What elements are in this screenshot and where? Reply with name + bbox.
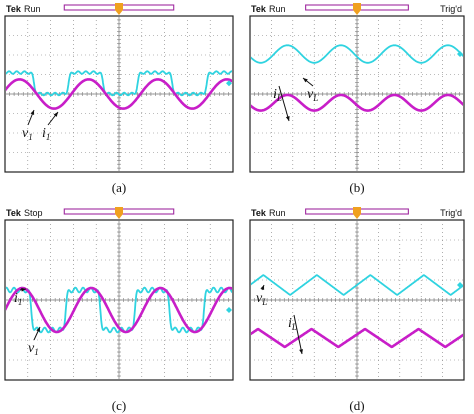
trace-label: i1 bbox=[14, 291, 22, 307]
label-arrowhead bbox=[21, 287, 26, 292]
scope-trig-label: Trig'd bbox=[440, 4, 462, 14]
scope-panel-a: Tek Run v1 i1 (a) bbox=[4, 3, 234, 195]
scope-panel-c: Tek Stop i1 v1 (c) bbox=[4, 207, 234, 413]
scope-panel-d: Tek Run Trig'd vL iL (d) bbox=[249, 207, 465, 413]
scope-status-label: Run bbox=[24, 4, 41, 14]
label-arrowhead bbox=[285, 116, 290, 121]
label-arrowhead bbox=[30, 110, 35, 115]
label-arrowhead bbox=[303, 78, 308, 83]
trace-voltage bbox=[6, 70, 232, 97]
trigger-position-marker bbox=[353, 3, 361, 15]
scope-trig-label: Trig'd bbox=[440, 208, 462, 218]
scope-status-label: Stop bbox=[24, 208, 43, 218]
trace-current bbox=[251, 327, 463, 349]
scope-brand-label: Tek bbox=[6, 4, 22, 14]
trace-current bbox=[6, 78, 232, 110]
trigger-position-marker bbox=[115, 207, 123, 219]
scope-status-label: Run bbox=[269, 208, 286, 218]
scope-brand-label: Tek bbox=[6, 208, 22, 218]
panel-caption: (b) bbox=[349, 180, 364, 195]
panel-caption: (d) bbox=[349, 398, 364, 413]
channel-level-marker bbox=[226, 307, 232, 313]
label-arrowhead bbox=[53, 112, 58, 117]
trace-label: v1 bbox=[28, 341, 39, 357]
trace-label: iL bbox=[288, 316, 297, 332]
trigger-position-marker bbox=[353, 207, 361, 219]
scope-panel-b: Tek Run Trig'd iL vL (b) bbox=[249, 3, 465, 195]
trace-voltage bbox=[251, 274, 463, 296]
trace-label: vL bbox=[307, 87, 318, 103]
trace-current bbox=[251, 93, 463, 112]
trace-label: iL bbox=[273, 87, 282, 103]
panel-caption: (c) bbox=[112, 398, 126, 413]
trigger-position-marker bbox=[115, 3, 123, 15]
channel-level-marker bbox=[457, 282, 463, 288]
channel-level-marker bbox=[457, 51, 463, 58]
label-arrowhead bbox=[36, 327, 40, 332]
label-arrow bbox=[278, 85, 290, 122]
panel-caption: (a) bbox=[112, 180, 126, 195]
trace-voltage bbox=[251, 44, 463, 64]
trace-current bbox=[6, 286, 232, 334]
label-arrow bbox=[293, 314, 303, 355]
scope-brand-label: Tek bbox=[251, 208, 267, 218]
label-arrowhead bbox=[299, 349, 303, 354]
scope-brand-label: Tek bbox=[251, 4, 267, 14]
scope-grid bbox=[5, 220, 233, 380]
trace-label: i1 bbox=[42, 126, 50, 142]
channel-level-marker bbox=[226, 80, 232, 87]
scope-status-label: Run bbox=[269, 4, 286, 14]
label-arrowhead bbox=[260, 285, 265, 290]
trace-label: vL bbox=[256, 291, 267, 307]
scope-grid bbox=[250, 220, 464, 380]
trace-label: v1 bbox=[22, 126, 33, 142]
